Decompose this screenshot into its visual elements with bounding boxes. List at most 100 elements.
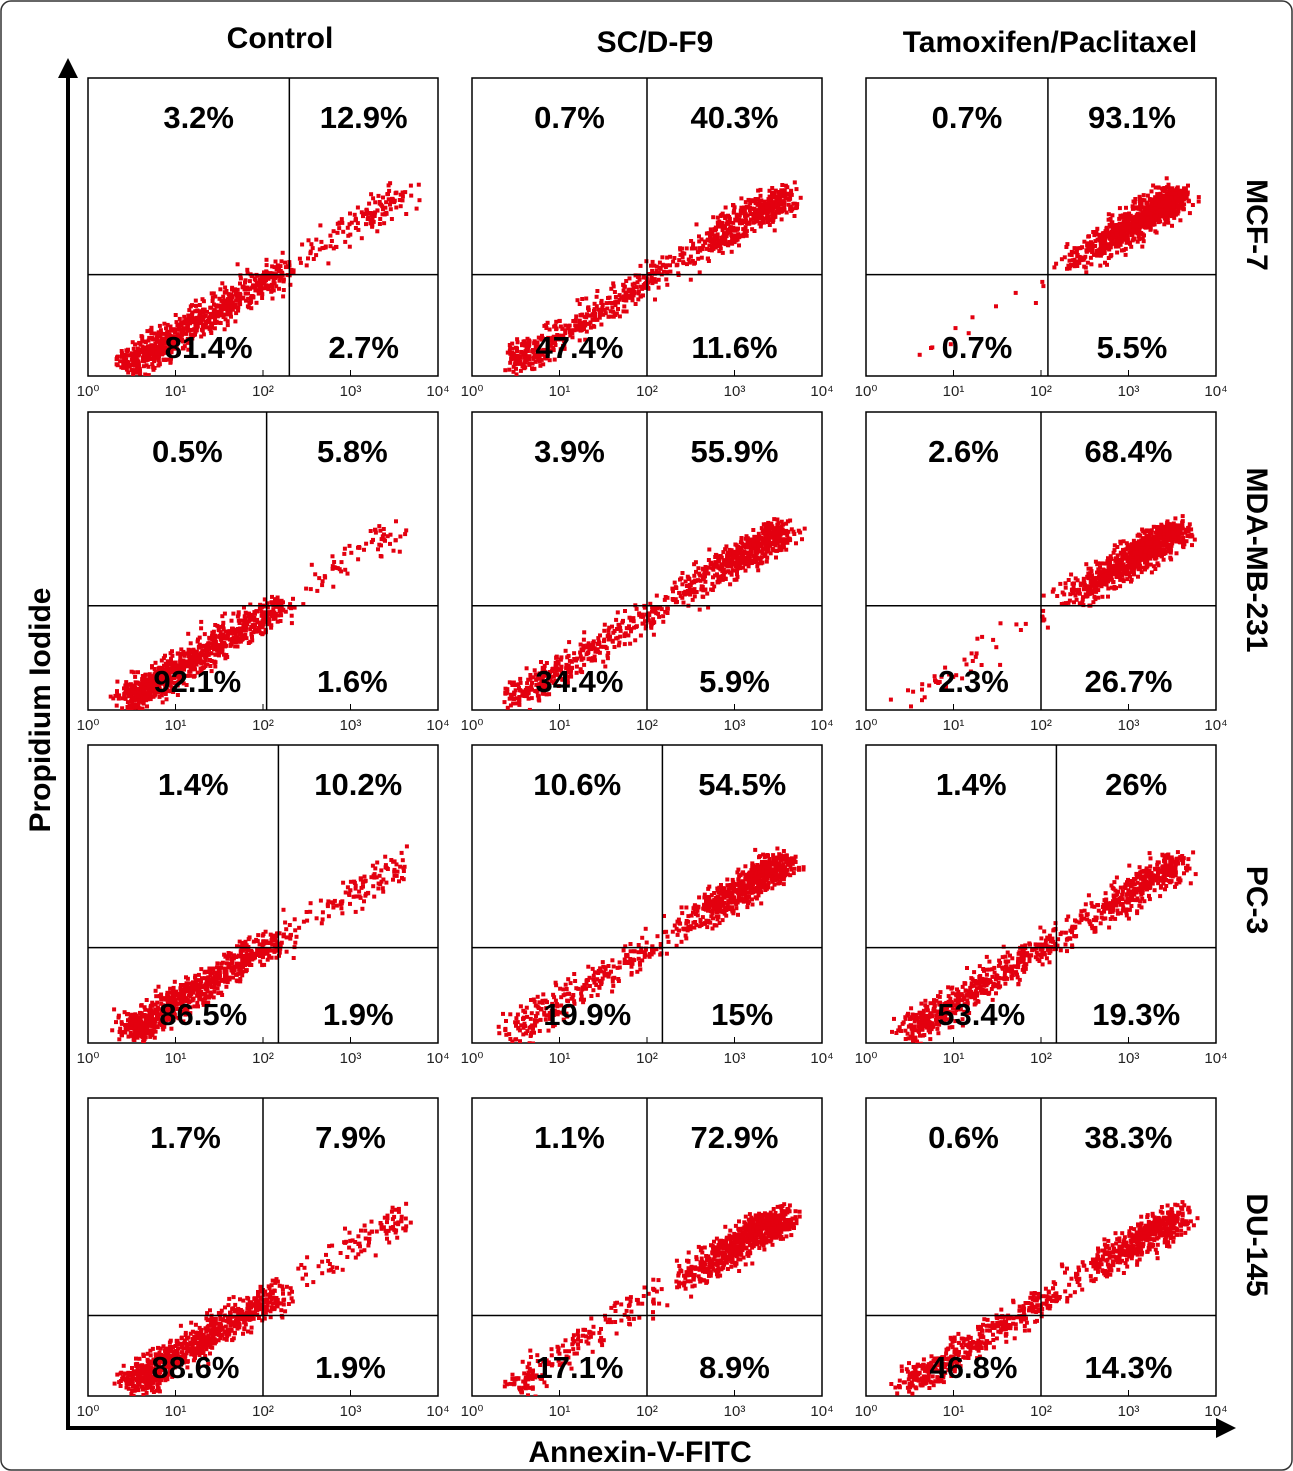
event-dot (230, 636, 235, 641)
event-dot (378, 554, 383, 558)
event-dot (626, 626, 631, 631)
event-dot (1119, 558, 1124, 563)
event-dot (759, 198, 764, 203)
event-dot (388, 207, 393, 212)
event-dot (200, 297, 205, 302)
event-dot (157, 687, 162, 692)
event-dot (578, 642, 583, 647)
event-dot (157, 352, 162, 357)
event-dot (172, 676, 177, 681)
event-dot (628, 641, 633, 646)
event-dot (159, 658, 164, 663)
event-dot (1097, 232, 1102, 237)
event-dot (585, 643, 590, 648)
event-dot (578, 650, 583, 655)
event-dot (1177, 192, 1182, 196)
event-dot (386, 192, 390, 196)
event-dot (737, 243, 741, 248)
event-dot (149, 343, 154, 348)
event-dot (253, 288, 258, 293)
event-dot (515, 360, 520, 365)
event-dot (781, 200, 786, 204)
event-dot (223, 656, 228, 661)
event-dot (717, 224, 722, 229)
event-dot (234, 298, 239, 303)
event-dot (577, 338, 582, 343)
event-dot (595, 289, 600, 293)
event-dot (149, 335, 154, 340)
event-dot (1095, 253, 1100, 258)
event-dot (205, 320, 210, 325)
event-dot (1108, 554, 1113, 559)
event-dot (380, 212, 385, 217)
event-dot (188, 321, 192, 326)
event-dot (515, 349, 519, 353)
event-dot (157, 665, 162, 670)
event-dot (721, 570, 726, 575)
event-dot (216, 650, 221, 655)
event-dot (261, 278, 266, 283)
event-dot (181, 651, 186, 656)
event-dot (778, 548, 783, 553)
event-dot (592, 646, 597, 651)
event-dot (167, 344, 172, 349)
event-dot (260, 296, 265, 300)
event-dot (577, 318, 582, 323)
event-dot (634, 606, 639, 611)
event-dot (518, 355, 523, 360)
event-dot (170, 685, 175, 690)
event-dot (754, 219, 759, 224)
x-tick-label: 10¹ (165, 717, 187, 734)
event-dot (214, 304, 219, 309)
event-dot (569, 328, 574, 333)
event-dot (301, 602, 306, 607)
event-dot (772, 529, 777, 533)
event-dot (181, 681, 186, 686)
event-dot (653, 297, 657, 302)
event-dot (1160, 200, 1165, 205)
event-dot (514, 357, 519, 362)
event-dot (1173, 212, 1178, 217)
event-dot (664, 263, 669, 268)
event-dot (186, 631, 191, 636)
event-dot (173, 313, 178, 317)
event-dot (544, 661, 549, 665)
event-dot (563, 323, 568, 328)
event-dot (628, 295, 633, 300)
event-dot (238, 629, 243, 634)
event-dot (201, 643, 205, 648)
event-dot (558, 657, 563, 662)
column-title: SC/D-F9 (597, 26, 714, 59)
event-dot (315, 588, 320, 593)
event-dot (614, 299, 619, 304)
event-dot (268, 271, 273, 276)
event-dot (222, 611, 227, 616)
event-dot (364, 541, 369, 546)
x-tick-label: 10⁰ (77, 717, 100, 734)
event-dot (768, 543, 773, 548)
event-dot (551, 674, 556, 679)
event-dot (1125, 234, 1130, 239)
event-dot (557, 674, 562, 679)
event-dot (142, 695, 147, 700)
event-dot (550, 667, 555, 672)
event-dot (748, 548, 753, 552)
event-dot (168, 324, 173, 329)
event-dot (722, 231, 726, 236)
event-dot (375, 208, 380, 213)
event-dot (1151, 524, 1156, 529)
event-dot (146, 338, 151, 343)
event-dot (1149, 209, 1154, 214)
event-dot (994, 304, 998, 309)
x-tick-label: 10¹ (165, 383, 187, 400)
event-dot (791, 529, 796, 534)
event-dot (228, 311, 233, 315)
event-dot (1167, 202, 1171, 206)
event-dot (622, 632, 627, 637)
event-dot (222, 327, 227, 332)
event-dot (1113, 244, 1118, 249)
event-dot (345, 225, 350, 230)
event-dot (736, 560, 741, 565)
event-dot (298, 260, 303, 265)
event-dot (751, 528, 756, 532)
